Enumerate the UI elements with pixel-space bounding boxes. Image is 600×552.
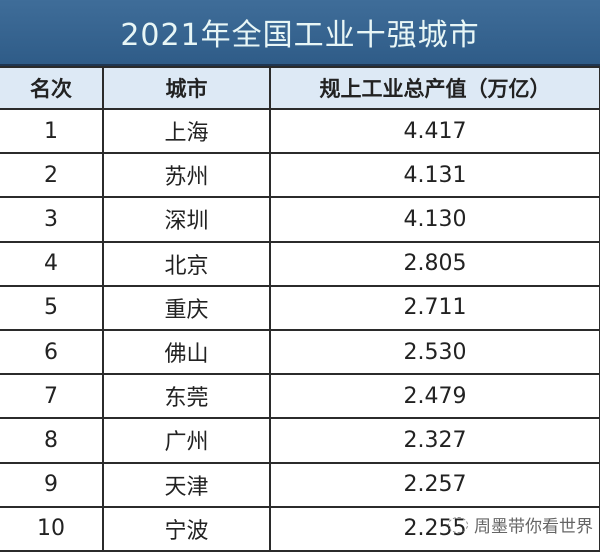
table-row: 5 重庆 2.711 (0, 284, 600, 331)
table-row: 9 天津 2.257 (0, 461, 600, 508)
value-cell: 4.130 (269, 196, 600, 243)
rank-cell: 4 (0, 240, 104, 287)
value-cell: 2.805 (269, 240, 600, 287)
city-cell: 北京 (102, 240, 271, 287)
table-title: 2021年全国工业十强城市 (0, 0, 600, 66)
table-row: 7 东莞 2.479 (0, 373, 600, 420)
wechat-icon (448, 516, 468, 533)
header-row: 名次 城市 规上工业总产值（万亿） (0, 66, 600, 110)
value-cell: 2.530 (269, 328, 600, 376)
table-row: 2 苏州 4.131 (0, 152, 600, 199)
ranking-table: 名次 城市 规上工业总产值（万亿） 1 上海 4.417 2 苏州 4.131 3 深圳 4.1… (0, 66, 600, 552)
rank-cell: 1 (0, 107, 104, 155)
city-cell: 深圳 (102, 196, 271, 243)
watermark-text: 周墨带你看世界 (474, 517, 593, 537)
table-row: 8 广州 2.327 (0, 417, 600, 464)
table-row: 4 北京 2.805 (0, 240, 600, 287)
city-cell: 天津 (102, 461, 271, 508)
city-cell: 重庆 (102, 284, 271, 331)
value-cell: 2.255 (269, 505, 600, 552)
table-row: 1 上海 4.417 (0, 107, 600, 155)
rank-cell: 10 (0, 505, 104, 552)
rank-cell: 3 (0, 196, 104, 243)
city-cell: 宁波 (102, 505, 271, 552)
city-cell: 佛山 (102, 328, 271, 376)
header-city: 城市 (102, 66, 271, 110)
rank-cell: 7 (0, 373, 104, 420)
city-cell: 东莞 (102, 373, 271, 420)
rank-cell: 2 (0, 152, 104, 199)
table-row: 6 佛山 2.530 (0, 328, 600, 376)
value-cell: 2.327 (269, 417, 600, 464)
rank-cell: 6 (0, 328, 104, 376)
value-cell: 4.131 (269, 152, 600, 199)
table-row: 10 宁波 2.255 (0, 505, 600, 552)
watermark: 周墨带你看世界 (448, 512, 593, 537)
city-cell: 苏州 (102, 152, 271, 199)
value-cell: 4.417 (269, 107, 600, 155)
rank-cell: 8 (0, 417, 104, 464)
header-value: 规上工业总产值（万亿） (269, 66, 600, 110)
rank-cell: 9 (0, 461, 104, 508)
value-cell: 2.479 (269, 373, 600, 420)
city-cell: 广州 (102, 417, 271, 464)
rank-cell: 5 (0, 284, 104, 331)
header-rank: 名次 (0, 66, 104, 110)
value-cell: 2.257 (269, 461, 600, 508)
city-cell: 上海 (102, 107, 271, 155)
value-cell: 2.711 (269, 284, 600, 331)
table-row: 3 深圳 4.130 (0, 196, 600, 243)
